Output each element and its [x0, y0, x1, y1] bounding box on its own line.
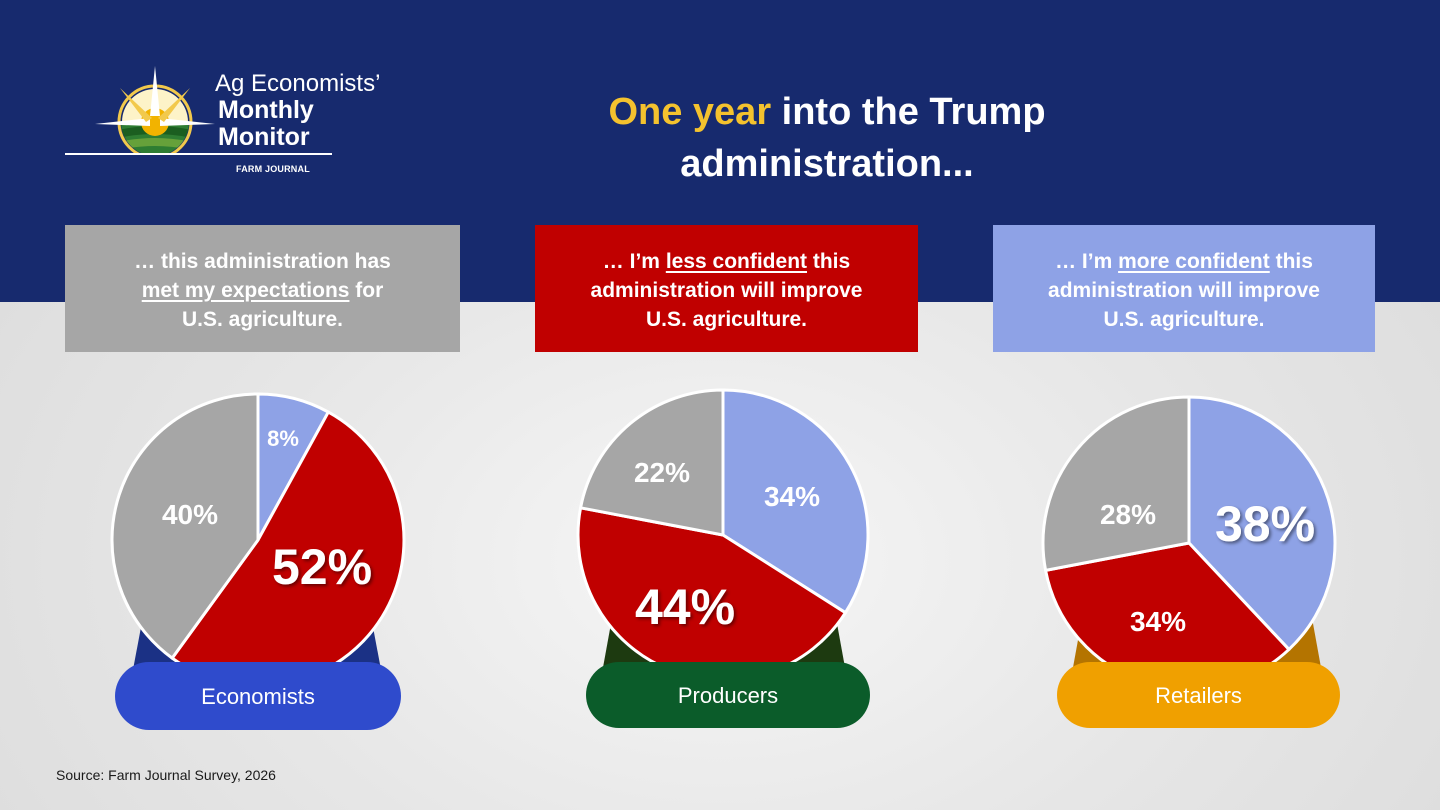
statement-1-line2-rest: for — [349, 279, 384, 302]
compass-sun-icon — [95, 66, 215, 154]
group-label: Economists — [201, 684, 315, 709]
logo-brand: FARM JOURNAL — [236, 164, 310, 174]
logo-divider — [65, 153, 332, 155]
statement-1-line1: … this administration has — [134, 250, 391, 273]
pie-slice-met-expectations — [110, 392, 260, 660]
slice-value-label: 38% — [1215, 496, 1315, 552]
slice-value-label: 28% — [1100, 499, 1156, 530]
statement-1-underlined: met my expectations — [141, 279, 350, 302]
group-pill-retailers — [1057, 662, 1340, 728]
logo-title-line2: Monthly — [218, 96, 314, 124]
pie-chart-economists: Economists 8% 52% 40% — [110, 392, 406, 730]
slice-value-label: 34% — [764, 481, 820, 512]
pie-slice-more-confident — [1187, 395, 1337, 651]
slice-value-label: 40% — [162, 499, 218, 530]
pie-slice-met-expectations — [1041, 395, 1191, 572]
statement-less-confident: … I’m less confident this administration… — [535, 225, 918, 352]
pie-chart-producers: Producers 34% 44% 22% — [576, 388, 870, 728]
group-label: Retailers — [1155, 683, 1242, 708]
statement-1-line3: U.S. agriculture. — [181, 308, 344, 331]
source-note: Source: Farm Journal Survey, 2026 — [56, 767, 276, 783]
logo-title-line1: Ag Economists’ — [215, 70, 381, 97]
pie-chart-retailers: Retailers 38% 34% 28% — [1041, 395, 1340, 728]
statement-3-line1-rest: this — [1269, 250, 1313, 273]
slice-value-label: 22% — [634, 457, 690, 488]
statement-2-line1-rest: this — [807, 250, 851, 273]
statement-more-confident: … I’m more confident this administration… — [993, 225, 1375, 352]
slice-value-label: 34% — [1130, 606, 1186, 637]
statement-3-line2: administration will improve — [1048, 279, 1320, 302]
pie-slice-met-expectations — [579, 388, 725, 537]
page-title: One year into the Trump administration..… — [500, 86, 1154, 190]
monthly-monitor-logo: Ag Economists’ Monthly Monitor FARM JOUR… — [60, 64, 380, 184]
group-pill-economists — [115, 662, 401, 730]
statement-met-expectations: … this administration has met my expecta… — [65, 225, 460, 352]
statement-2-line2: administration will improve — [590, 279, 863, 302]
group-pill-producers — [586, 662, 870, 728]
statement-3-line3: U.S. agriculture. — [1103, 308, 1265, 331]
slice-value-label: 52% — [272, 539, 372, 595]
title-line2: administration... — [680, 143, 974, 185]
group-label: Producers — [678, 683, 778, 708]
statement-2-prefix: … I’m — [602, 250, 666, 273]
statement-3-underlined: more confident — [1118, 250, 1270, 273]
statement-3-prefix: … I’m — [1055, 250, 1119, 273]
slice-value-label: 8% — [267, 426, 299, 451]
title-highlight: One year — [608, 91, 772, 133]
statement-2-line3: U.S. agriculture. — [645, 308, 808, 331]
statement-2-underlined: less confident — [665, 250, 808, 273]
title-line1-rest: into the Trump — [771, 91, 1046, 133]
slice-value-label: 44% — [635, 579, 735, 635]
logo-title-line3: Monitor — [218, 123, 310, 151]
